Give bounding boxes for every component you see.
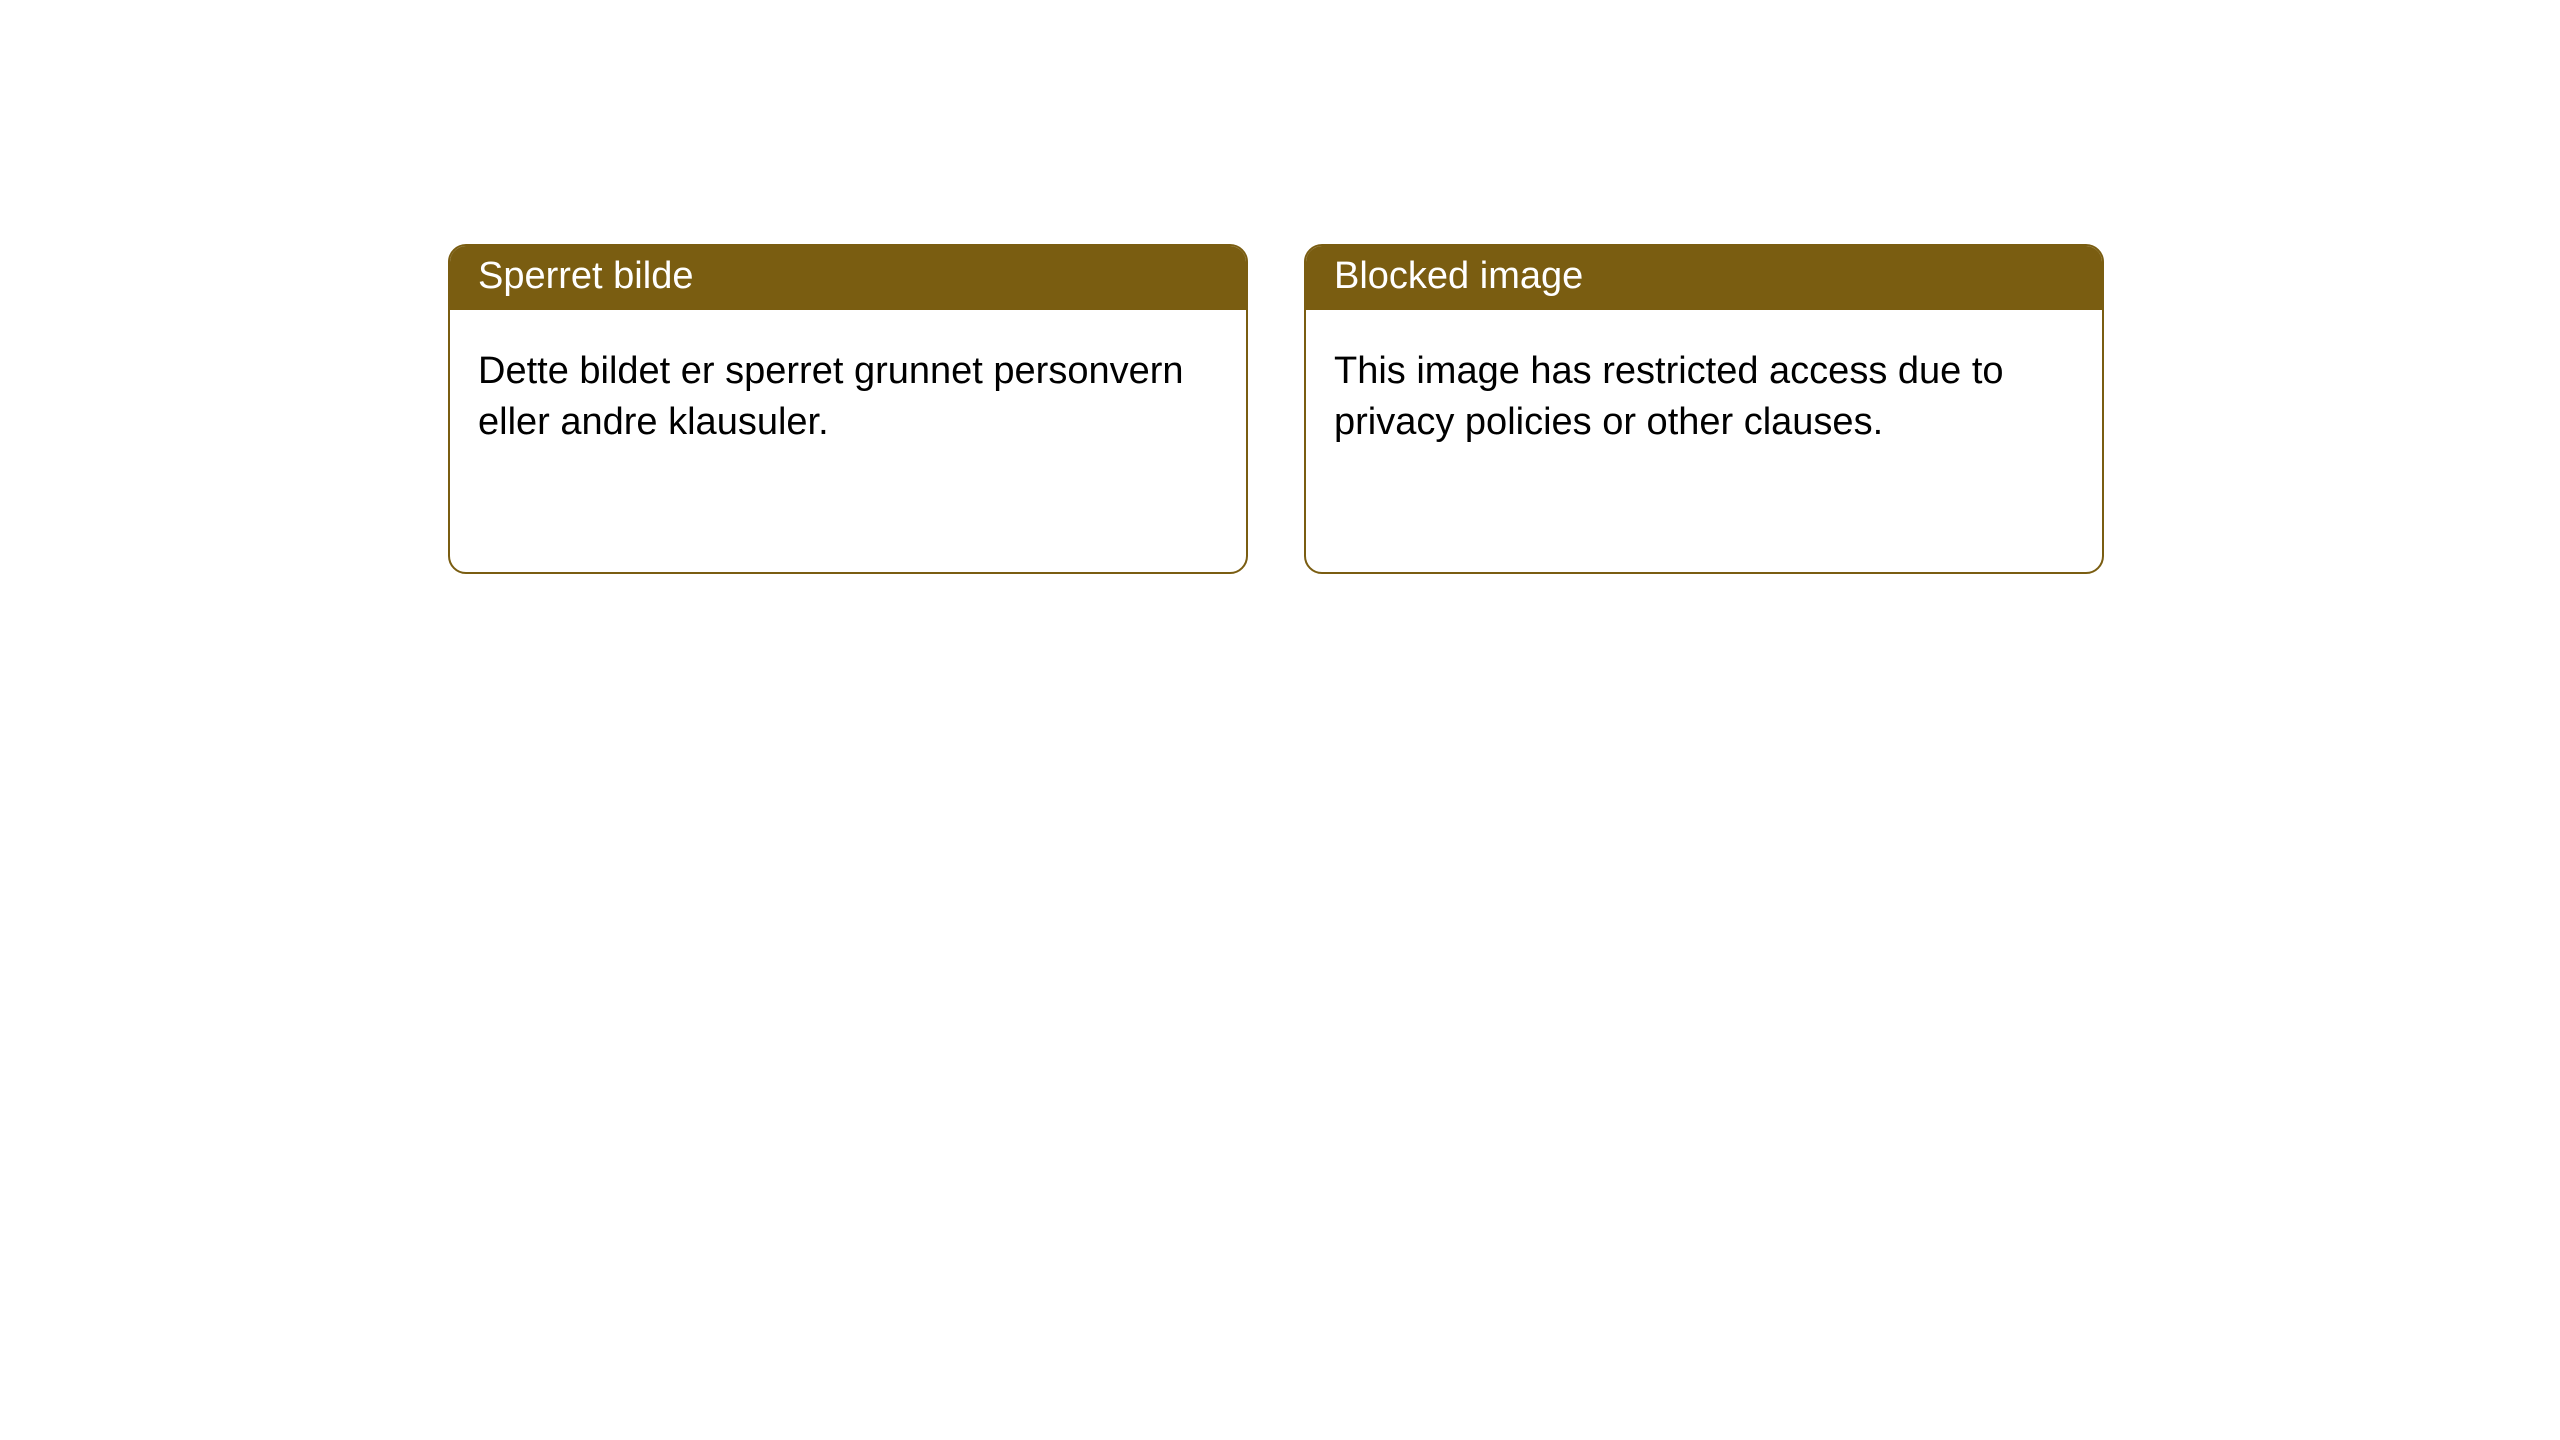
card-header: Blocked image [1306, 246, 2102, 310]
card-header: Sperret bilde [450, 246, 1246, 310]
card-body-text: Dette bildet er sperret grunnet personve… [478, 350, 1184, 443]
notice-card-norwegian: Sperret bilde Dette bildet er sperret gr… [448, 244, 1248, 574]
card-title: Blocked image [1334, 255, 1583, 297]
notice-card-english: Blocked image This image has restricted … [1304, 244, 2104, 574]
card-title: Sperret bilde [478, 255, 693, 297]
card-body: Dette bildet er sperret grunnet personve… [450, 310, 1246, 477]
card-body-text: This image has restricted access due to … [1334, 350, 2004, 443]
card-body: This image has restricted access due to … [1306, 310, 2102, 477]
notice-container: Sperret bilde Dette bildet er sperret gr… [0, 0, 2560, 574]
